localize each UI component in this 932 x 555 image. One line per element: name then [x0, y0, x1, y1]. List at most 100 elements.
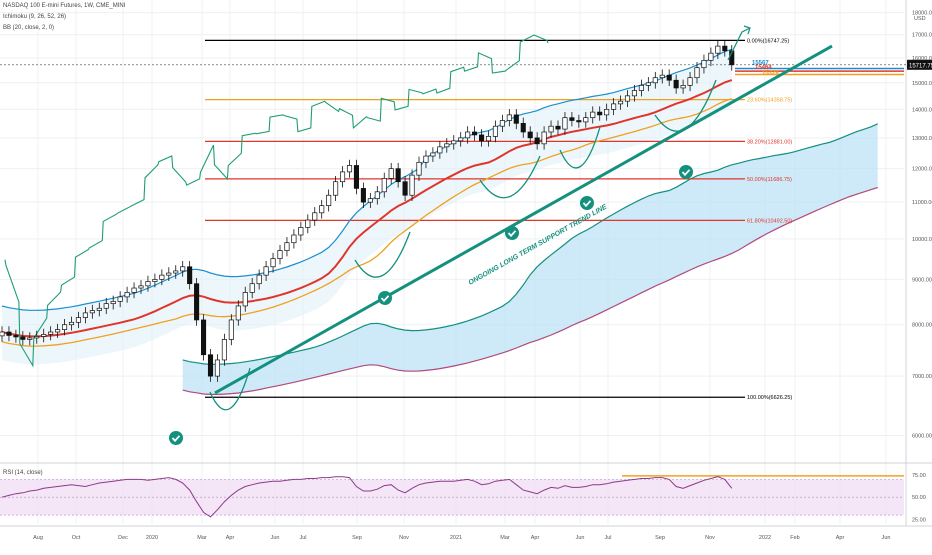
candle-body[interactable]: [13, 335, 19, 338]
candle-body[interactable]: [416, 161, 422, 176]
candle-body[interactable]: [27, 337, 33, 340]
candle-body[interactable]: [305, 219, 311, 228]
candle-body[interactable]: [20, 336, 26, 340]
candle-body[interactable]: [263, 266, 269, 276]
candle-body[interactable]: [6, 331, 12, 336]
candle-body[interactable]: [291, 234, 297, 244]
candle-body[interactable]: [173, 270, 179, 274]
candle-body[interactable]: [687, 77, 693, 86]
rsi-legend[interactable]: RSI (14, close): [3, 470, 43, 476]
candle-body[interactable]: [228, 319, 234, 340]
candle-body[interactable]: [604, 108, 610, 116]
candle-body[interactable]: [187, 266, 193, 285]
candle-body[interactable]: [180, 266, 186, 272]
candle-body[interactable]: [576, 120, 582, 123]
candle-body[interactable]: [284, 242, 290, 251]
candle-body[interactable]: [562, 117, 568, 130]
support-trend-line[interactable]: [214, 44, 833, 395]
candle-body[interactable]: [611, 103, 617, 110]
candle-body[interactable]: [472, 131, 478, 136]
candle-body[interactable]: [541, 131, 547, 145]
ichimoku-legend[interactable]: Ichimoku (9, 26, 52, 26): [3, 14, 67, 20]
candle-body[interactable]: [437, 146, 443, 154]
candle-body[interactable]: [444, 143, 450, 148]
candle-body[interactable]: [430, 152, 436, 157]
candle-body[interactable]: [673, 79, 679, 89]
candle-body[interactable]: [360, 188, 366, 203]
candle-body[interactable]: [506, 114, 512, 121]
candle-body[interactable]: [221, 339, 227, 361]
candle-body[interactable]: [201, 319, 207, 356]
candle-body[interactable]: [395, 168, 401, 183]
candle-body[interactable]: [659, 74, 665, 79]
candle-body[interactable]: [534, 137, 540, 145]
candle-body[interactable]: [48, 331, 54, 335]
candle-body[interactable]: [61, 324, 68, 330]
candle-body[interactable]: [465, 131, 471, 139]
candle-body[interactable]: [68, 321, 75, 326]
candle-body[interactable]: [520, 122, 526, 133]
candle-body[interactable]: [235, 305, 241, 321]
candle-body[interactable]: [680, 85, 686, 89]
candle-body[interactable]: [242, 292, 248, 307]
candle-body[interactable]: [0, 331, 5, 337]
candle-body[interactable]: [624, 95, 631, 102]
candle-body[interactable]: [381, 178, 387, 193]
candle-body[interactable]: [479, 134, 485, 142]
candle-body[interactable]: [485, 136, 492, 142]
candle-body[interactable]: [451, 140, 457, 145]
candle-body[interactable]: [513, 114, 519, 124]
candle-body[interactable]: [423, 155, 429, 163]
candle-body[interactable]: [41, 334, 47, 337]
candle-body[interactable]: [75, 317, 82, 323]
candle-body[interactable]: [117, 296, 123, 302]
candle-body[interactable]: [346, 165, 353, 173]
candle-body[interactable]: [256, 274, 262, 285]
candle-body[interactable]: [666, 74, 672, 81]
candle-body[interactable]: [402, 181, 408, 196]
candle-body[interactable]: [131, 287, 137, 293]
candle-body[interactable]: [555, 125, 561, 130]
candle-body[interactable]: [249, 283, 255, 293]
candle-body[interactable]: [645, 82, 651, 86]
candle-body[interactable]: [333, 181, 339, 196]
candle-body[interactable]: [124, 292, 130, 298]
candle-body[interactable]: [548, 125, 554, 133]
candle-body[interactable]: [103, 303, 109, 309]
candle-body[interactable]: [458, 137, 464, 142]
candle-body[interactable]: [374, 191, 380, 200]
candle-body[interactable]: [499, 120, 505, 127]
candle-body[interactable]: [55, 329, 61, 333]
candle-body[interactable]: [590, 111, 596, 119]
candle-body[interactable]: [569, 117, 575, 121]
candle-body[interactable]: [340, 171, 346, 183]
candle-body[interactable]: [326, 194, 332, 207]
candle-body[interactable]: [694, 67, 700, 79]
candle-body[interactable]: [152, 279, 158, 282]
candle-body[interactable]: [652, 77, 658, 84]
candle-body[interactable]: [82, 312, 88, 318]
candle-body[interactable]: [617, 100, 624, 105]
candle-body[interactable]: [638, 85, 644, 91]
candle-body[interactable]: [110, 301, 116, 305]
candle-body[interactable]: [96, 307, 102, 311]
candle-body[interactable]: [583, 117, 589, 123]
candle-body[interactable]: [708, 52, 714, 61]
candle-body[interactable]: [631, 90, 638, 97]
candle-body[interactable]: [722, 45, 728, 52]
candle-body[interactable]: [409, 174, 415, 196]
candle-body[interactable]: [492, 125, 499, 137]
candle-body[interactable]: [319, 205, 325, 214]
candle-body[interactable]: [145, 281, 151, 287]
candle-body[interactable]: [715, 45, 721, 54]
candle-body[interactable]: [388, 168, 394, 179]
candle-body[interactable]: [138, 285, 144, 289]
candle-body[interactable]: [277, 250, 283, 259]
candle-body[interactable]: [194, 283, 200, 321]
candle-body[interactable]: [159, 274, 165, 280]
candle-body[interactable]: [701, 60, 707, 69]
candle-body[interactable]: [597, 111, 603, 116]
candle-body[interactable]: [214, 359, 221, 377]
candle-body[interactable]: [527, 131, 533, 139]
